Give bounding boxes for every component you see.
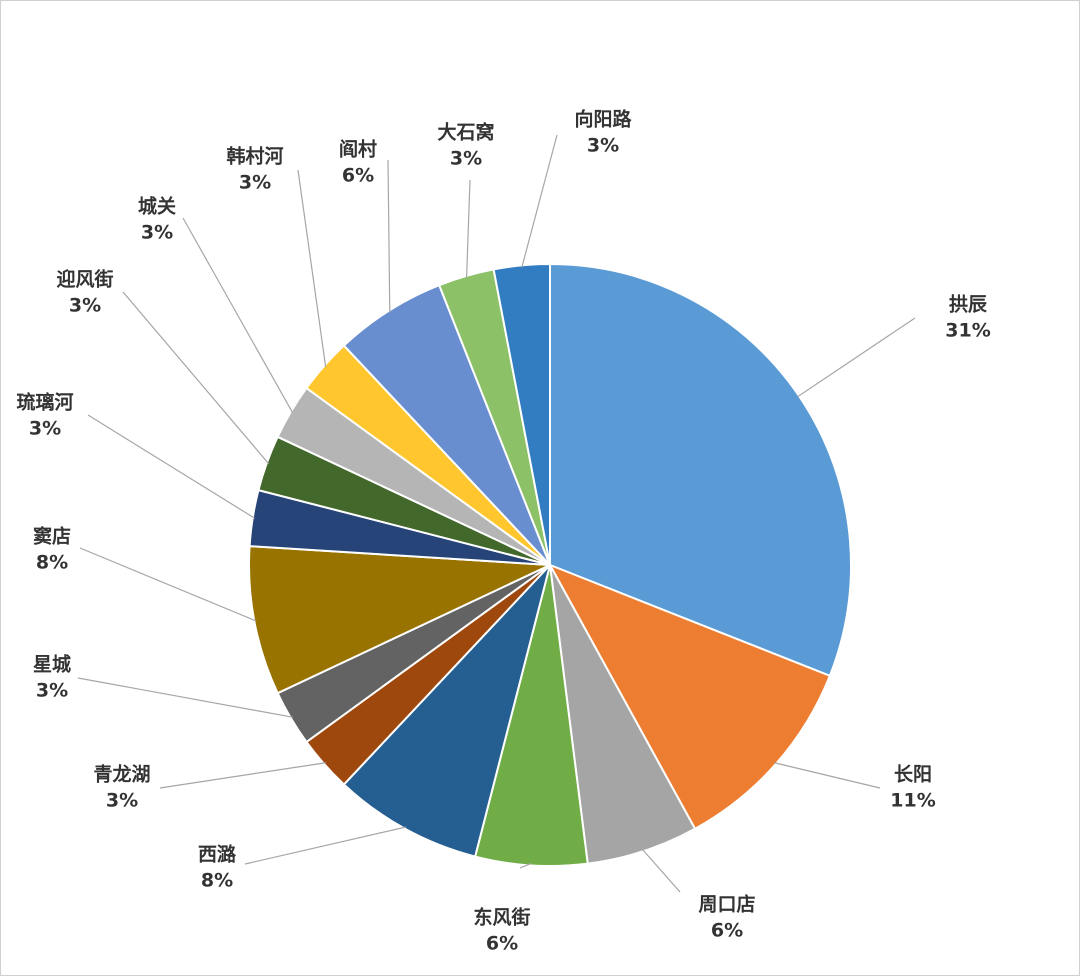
leader-line bbox=[87, 414, 255, 519]
slice-label: 迎风街 bbox=[56, 268, 113, 291]
slice-label: 城关 bbox=[138, 195, 176, 218]
value-label: 6% bbox=[711, 920, 743, 942]
leader-line bbox=[774, 762, 881, 789]
slice-label: 青龙湖 bbox=[93, 763, 150, 786]
pie-slice bbox=[248, 545, 551, 695]
leader-line bbox=[79, 547, 257, 622]
pie-slice bbox=[342, 564, 551, 858]
value-label: 31% bbox=[945, 320, 990, 342]
slice-label: 星城 bbox=[33, 653, 71, 676]
value-label: 3% bbox=[29, 418, 61, 440]
leader-line bbox=[796, 317, 916, 398]
slice-label: 周口店 bbox=[698, 893, 755, 916]
slice-label: 大石窝 bbox=[437, 121, 494, 144]
pie-slice bbox=[492, 262, 551, 566]
leader-line bbox=[77, 677, 293, 718]
leader-line bbox=[122, 291, 270, 465]
value-label: 6% bbox=[342, 165, 374, 187]
slice-label: 东风街 bbox=[473, 906, 530, 929]
leader-line bbox=[159, 762, 326, 789]
leader-line bbox=[521, 134, 558, 268]
slice-label: 阎村 bbox=[339, 138, 377, 161]
leader-line bbox=[387, 159, 391, 313]
leader-line bbox=[465, 179, 471, 278]
value-label: 3% bbox=[239, 172, 271, 194]
leader-line bbox=[297, 169, 327, 368]
slice-label: 长阳 bbox=[894, 764, 932, 786]
value-label: 3% bbox=[141, 222, 173, 244]
leader-line bbox=[182, 217, 294, 414]
slice-label: 琉璃河 bbox=[16, 391, 73, 414]
leader-line bbox=[519, 862, 532, 869]
value-label: 3% bbox=[69, 295, 101, 317]
value-label: 8% bbox=[201, 870, 233, 892]
slice-label: 拱辰 bbox=[949, 294, 988, 316]
value-label: 6% bbox=[486, 933, 518, 955]
slice-label: 窦店 bbox=[33, 525, 71, 548]
value-label: 3% bbox=[587, 135, 619, 157]
value-label: 11% bbox=[890, 790, 935, 812]
pie-slice bbox=[547, 563, 832, 831]
leader-line bbox=[641, 848, 681, 893]
slice-label: 韩村河 bbox=[226, 145, 283, 168]
value-label: 3% bbox=[106, 790, 138, 812]
value-label: 3% bbox=[450, 148, 482, 170]
leader-line bbox=[244, 826, 407, 865]
slice-label: 向阳路 bbox=[574, 108, 632, 131]
value-label: 3% bbox=[36, 680, 68, 702]
value-label: 8% bbox=[36, 552, 68, 574]
slice-label: 西潞 bbox=[198, 843, 237, 866]
